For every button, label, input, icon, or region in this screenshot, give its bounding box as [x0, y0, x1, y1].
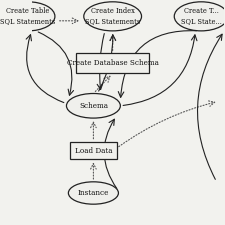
Text: Load Data: Load Data: [75, 146, 112, 155]
Ellipse shape: [84, 2, 142, 31]
FancyBboxPatch shape: [76, 53, 149, 73]
Ellipse shape: [66, 94, 120, 118]
Ellipse shape: [68, 182, 118, 204]
Text: Create T...
SQL State...: Create T... SQL State...: [181, 7, 222, 25]
Text: Schema: Schema: [79, 102, 108, 110]
Text: Create Index
SQL Statements: Create Index SQL Statements: [85, 7, 140, 25]
Text: Create Database Schema: Create Database Schema: [67, 59, 159, 67]
Text: Create Table
SQL Statements: Create Table SQL Statements: [0, 7, 56, 25]
FancyBboxPatch shape: [70, 142, 117, 160]
Text: Instance: Instance: [78, 189, 109, 197]
Ellipse shape: [174, 2, 225, 31]
Ellipse shape: [1, 2, 55, 31]
